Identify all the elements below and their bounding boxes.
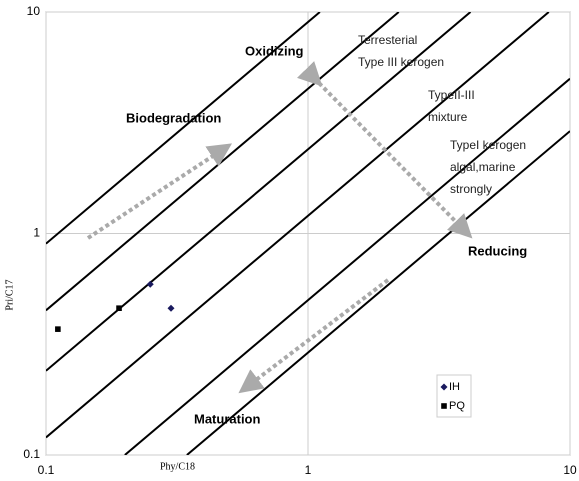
point [55,326,61,332]
reference-line [186,130,570,455]
x-axis-label: Phy/C18 [160,461,195,472]
x-tick-label: 0.1 [38,463,55,477]
annotation: Oxidizing [245,43,304,58]
reference-line [124,77,570,455]
y-axis-label: Pri/C17 [4,279,15,310]
legend-marker [441,403,447,409]
annotation: strongly [450,182,492,196]
annotation: Type III kerogen [358,55,444,69]
annotation: mixture [428,110,468,124]
y-tick-label: 1 [33,226,40,240]
annotation: Biodegradation [126,110,221,125]
y-tick-label: 10 [27,4,41,18]
point [116,305,122,311]
arrow [297,61,473,239]
annotation: Maturation [194,411,261,426]
x-tick-label: 1 [305,463,312,477]
legend [436,374,472,418]
annotation: TypeII-III [428,88,475,102]
legend-label: IH [449,381,460,393]
point [146,280,154,288]
annotation: Reducing [468,243,527,258]
point [167,304,175,312]
arrow [238,278,390,394]
annotation: TypeI kerogen [450,138,526,152]
legend-label: PQ [449,400,465,412]
x-tick-label: 10 [563,463,577,477]
legend-marker [440,383,448,391]
y-tick-label: 0.1 [23,447,40,461]
arrow [86,143,233,240]
annotation: Terresterial [358,33,417,47]
reference-line [46,12,321,245]
annotation: algal,marine [450,160,516,174]
